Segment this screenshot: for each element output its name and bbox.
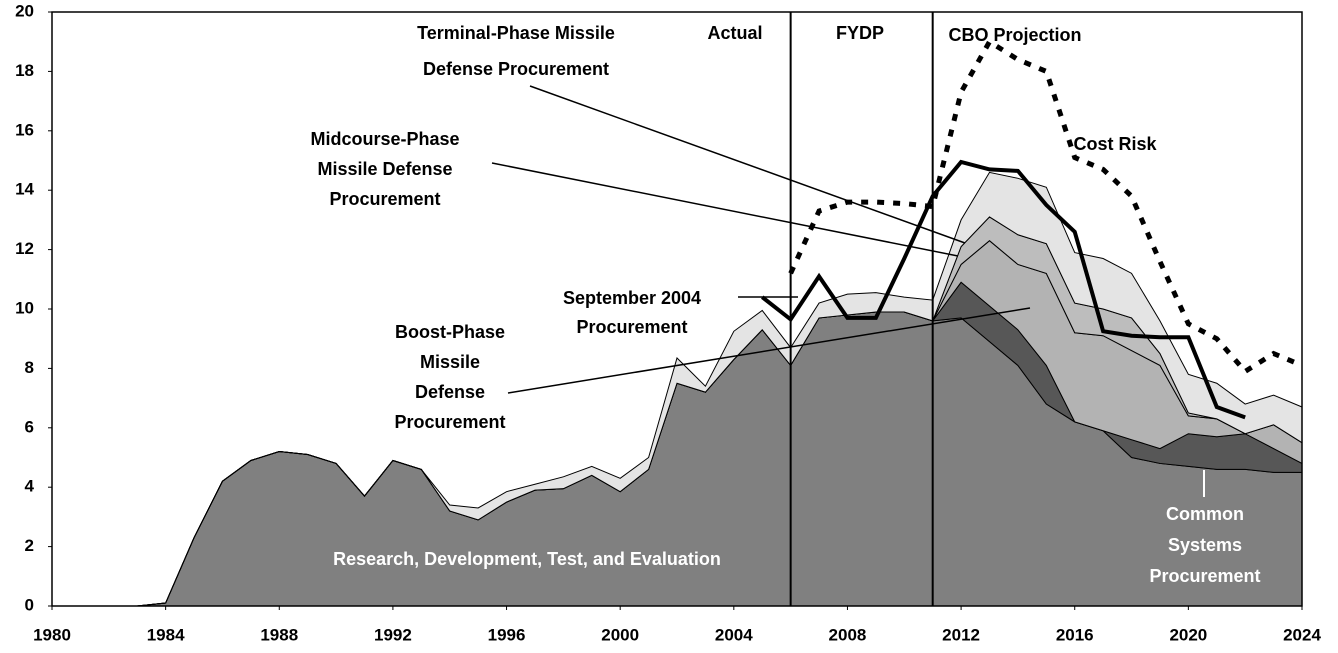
y-tick-label: 12	[15, 239, 34, 258]
annotation: Missile Defense	[317, 159, 452, 179]
y-tick-label: 8	[25, 358, 34, 377]
x-tick-label: 1984	[147, 625, 185, 644]
y-tick-label: 4	[25, 477, 35, 496]
annotation: Terminal-Phase Missile	[417, 23, 615, 43]
annotation: Actual	[707, 23, 762, 43]
overlay	[760, 12, 1303, 606]
y-tick-label: 6	[25, 417, 34, 436]
overlay-line	[788, 38, 1303, 375]
annotation: CBO Projection	[948, 25, 1081, 45]
y-tick-label: 18	[15, 61, 34, 80]
annotation: Defense Procurement	[423, 59, 609, 79]
annotation: Cost Risk	[1073, 134, 1157, 154]
annotation: Missile	[420, 352, 480, 372]
annotation: Midcourse-Phase	[310, 129, 459, 149]
x-tick-label: 2000	[601, 625, 639, 644]
annotation: Procurement	[329, 189, 440, 209]
annotation: Defense	[415, 382, 485, 402]
x-tick-label: 1996	[488, 625, 526, 644]
annotation: Procurement	[1149, 566, 1260, 586]
x-tick-label: 2008	[829, 625, 867, 644]
x-tick-label: 1988	[260, 625, 298, 644]
x-tick-label: 2024	[1283, 625, 1321, 644]
x-tick-label: 2020	[1169, 625, 1207, 644]
areas	[52, 171, 1303, 607]
y-tick-label: 0	[25, 595, 34, 614]
annotation: Research, Development, Test, and Evaluat…	[333, 549, 721, 569]
annotation: September 2004	[563, 288, 701, 308]
x-tick-label: 2012	[942, 625, 980, 644]
y-tick-label: 16	[15, 120, 34, 139]
annotation: Procurement	[576, 317, 687, 337]
annotation: Common	[1166, 504, 1244, 524]
leader-line	[507, 307, 1031, 394]
annotation: Procurement	[394, 412, 505, 432]
y-tick-label: 10	[15, 298, 34, 317]
leader-lines	[491, 85, 1205, 497]
annotation: Systems	[1168, 535, 1242, 555]
x-tick-label: 2016	[1056, 625, 1094, 644]
y-tick-label: 14	[15, 180, 34, 199]
x-tick-label: 1980	[33, 625, 71, 644]
y-tick-label: 2	[25, 536, 34, 555]
labels: 0 2 4 6 8 10 12 14 16 18 20 1980 1984 1988 1992 1996 200…	[15, 1, 1321, 644]
x-tick-label: 2004	[715, 625, 753, 644]
y-tick-label: 20	[15, 1, 34, 20]
leader-line	[491, 162, 959, 257]
leader-line	[529, 85, 966, 244]
annotation: FYDP	[836, 23, 884, 43]
x-tick-label: 1992	[374, 625, 412, 644]
annotation: Boost-Phase	[395, 322, 505, 342]
overlay-line	[760, 159, 1246, 420]
